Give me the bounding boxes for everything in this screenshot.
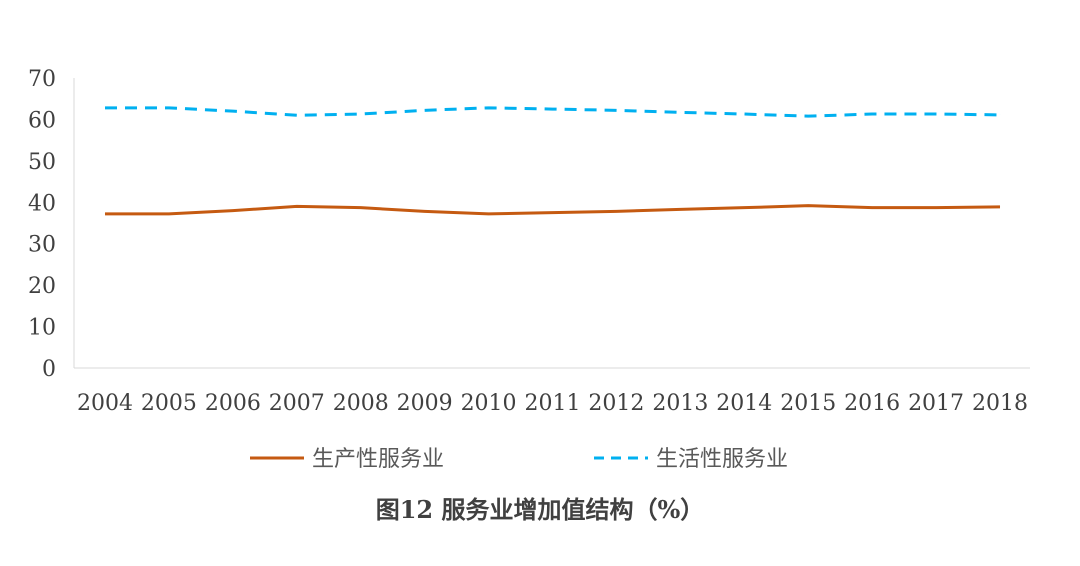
y-tick-label: 50: [28, 150, 56, 175]
x-tick-label: 2012: [588, 391, 644, 416]
x-tick-label: 2010: [461, 391, 517, 416]
x-tick-label: 2017: [908, 391, 964, 416]
x-tick-label: 2014: [716, 391, 772, 416]
plot-area: [104, 106, 1001, 216]
legend-label: 生活性服务业: [656, 447, 788, 472]
chart-title: 图12 服务业增加值结构（%）: [375, 495, 705, 524]
legend-item: 生活性服务业: [594, 447, 788, 472]
y-tick-label: 20: [28, 274, 56, 299]
x-tick-label: 2018: [972, 391, 1028, 416]
x-tick-label: 2006: [205, 391, 261, 416]
x-axis: 2004 2005 2006 2007 2008 2009 2010 2011 2012 2013…: [74, 367, 1030, 416]
y-axis: 0 10 20 30 40 50 60 70: [28, 67, 75, 382]
y-tick-label: 60: [28, 108, 56, 133]
x-tick-label: 2015: [780, 391, 836, 416]
x-tick-label: 2016: [844, 391, 900, 416]
legend-item: 生产性服务业: [250, 447, 444, 472]
y-tick-label: 10: [28, 316, 56, 341]
x-tick-label: 2004: [77, 391, 133, 416]
x-tick-label: 2009: [397, 391, 453, 416]
y-tick-label: 30: [28, 233, 56, 258]
y-tick-label: 40: [28, 191, 56, 216]
legend-label: 生产性服务业: [312, 447, 444, 472]
x-tick-label: 2005: [141, 391, 197, 416]
y-tick-label: 70: [28, 67, 56, 92]
x-tick-label: 2013: [652, 391, 708, 416]
y-tick-label: 0: [42, 357, 56, 382]
x-tick-label: 2011: [525, 391, 581, 416]
x-tick-label: 2007: [269, 391, 325, 416]
legend: 生产性服务业 生活性服务业: [250, 447, 788, 472]
x-tick-label: 2008: [333, 391, 389, 416]
